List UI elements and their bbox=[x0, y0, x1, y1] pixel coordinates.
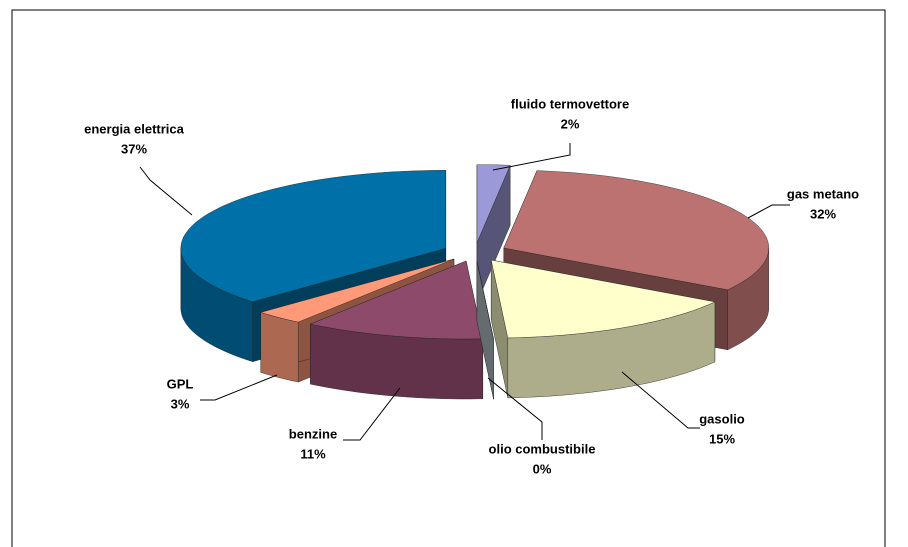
value-label: 11% bbox=[300, 446, 326, 461]
category-label: energia elettrica bbox=[84, 121, 184, 136]
pie bbox=[180, 164, 770, 400]
category-label: fluido termovettore bbox=[511, 96, 629, 111]
leader-line bbox=[343, 387, 401, 441]
slice-top bbox=[490, 259, 716, 339]
slice-top bbox=[309, 260, 484, 340]
slice-top bbox=[476, 261, 494, 340]
value-label: 3% bbox=[171, 396, 190, 411]
slice-top bbox=[180, 170, 447, 302]
category-label: olio combustibile bbox=[489, 441, 596, 456]
leader-line bbox=[621, 371, 700, 429]
category-label: benzine bbox=[289, 426, 337, 441]
leader-line bbox=[747, 204, 790, 219]
leader-line bbox=[200, 374, 278, 401]
value-label: 0% bbox=[533, 461, 552, 476]
category-label: gas metano bbox=[787, 186, 859, 201]
value-label: 2% bbox=[561, 116, 580, 131]
slice-top bbox=[503, 170, 770, 291]
leader-line bbox=[139, 166, 193, 216]
value-label: 15% bbox=[709, 431, 735, 446]
category-label: gasolio bbox=[699, 411, 745, 426]
labels: fluido termovettore 2% gas metano 32% gasoli… bbox=[84, 96, 859, 476]
leader-line bbox=[492, 143, 571, 171]
slice-top bbox=[260, 258, 455, 323]
value-label: 37% bbox=[121, 141, 147, 156]
leader-line bbox=[487, 377, 543, 440]
slice-wall bbox=[260, 312, 299, 383]
value-label: 32% bbox=[810, 206, 836, 221]
slice-top bbox=[476, 164, 511, 243]
category-label: GPL bbox=[167, 376, 194, 391]
